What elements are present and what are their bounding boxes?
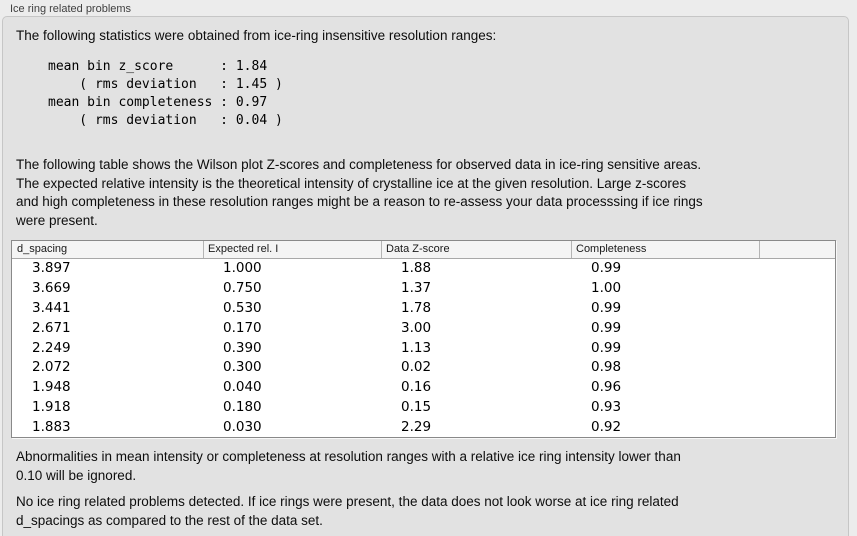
table-cell xyxy=(759,358,835,378)
table-cell: 0.390 xyxy=(223,339,262,356)
table-cell xyxy=(759,319,835,339)
table-row[interactable]: 1.918 0.180 0.15 0.93 xyxy=(12,398,835,418)
column-header-empty[interactable] xyxy=(759,241,835,258)
table-row[interactable]: 1.883 0.030 2.29 0.92 xyxy=(12,418,835,437)
table-row[interactable]: 2.671 0.170 3.00 0.99 xyxy=(12,319,835,339)
table-cell xyxy=(759,279,835,299)
table-cell: 1.918 xyxy=(32,399,71,416)
table-cell xyxy=(759,378,835,398)
table-cell: 2.072 xyxy=(32,359,71,376)
table-cell: 0.02 xyxy=(401,359,432,376)
note-paragraph: Abnormalities in mean intensity or compl… xyxy=(16,449,681,483)
table-cell: 0.170 xyxy=(223,319,262,336)
table-row[interactable]: 2.072 0.300 0.02 0.98 xyxy=(12,358,835,378)
table-row[interactable]: 3.897 1.000 1.88 0.99 xyxy=(12,259,835,279)
table-cell: 0.99 xyxy=(591,339,622,356)
column-header-expected-rel-i[interactable]: Expected rel. I xyxy=(203,241,381,258)
intro-paragraph: The following statistics were obtained f… xyxy=(16,28,497,43)
table-cell: 0.15 xyxy=(401,399,432,416)
table-cell: 0.180 xyxy=(223,399,262,416)
table-row[interactable]: 1.948 0.040 0.16 0.96 xyxy=(12,378,835,398)
table-row[interactable]: 3.669 0.750 1.37 1.00 xyxy=(12,279,835,299)
table-cell: 2.29 xyxy=(401,419,432,436)
table-cell: 1.948 xyxy=(32,379,71,396)
table-cell: 0.030 xyxy=(223,419,262,436)
stats-block: mean bin z_score : 1.84 ( rms deviation … xyxy=(48,59,283,128)
table-cell: 2.249 xyxy=(32,339,71,356)
table-cell: 0.99 xyxy=(591,319,622,336)
table-cell: 0.300 xyxy=(223,359,262,376)
table-cell: 0.92 xyxy=(591,419,622,436)
table-cell: 1.000 xyxy=(223,260,262,276)
column-header-d-spacing[interactable]: d_spacing xyxy=(17,243,68,255)
ice-ring-table: d_spacing Expected rel. I Data Z-score C… xyxy=(11,240,836,438)
table-row[interactable]: 2.249 0.390 1.13 0.99 xyxy=(12,339,835,359)
table-cell: 0.93 xyxy=(591,399,622,416)
table-cell xyxy=(759,418,835,437)
table-cell: 3.00 xyxy=(401,319,432,336)
table-cell: 3.441 xyxy=(32,299,71,316)
table-cell: 1.37 xyxy=(401,279,432,296)
table-cell xyxy=(759,299,835,319)
table-cell xyxy=(759,398,835,418)
table-cell: 0.96 xyxy=(591,379,622,396)
table-cell: 1.00 xyxy=(591,279,622,296)
table-header-row: d_spacing Expected rel. I Data Z-score C… xyxy=(12,241,835,259)
table-cell: 0.040 xyxy=(223,379,262,396)
table-cell: 1.88 xyxy=(401,260,432,276)
table-cell: 0.530 xyxy=(223,299,262,316)
column-header-data-z-score[interactable]: Data Z-score xyxy=(381,241,571,258)
table-description-paragraph: The following table shows the Wilson plo… xyxy=(16,157,703,228)
table-cell: 1.78 xyxy=(401,299,432,316)
table-cell: 3.897 xyxy=(32,260,71,276)
table-cell: 0.750 xyxy=(223,279,262,296)
column-header-completeness[interactable]: Completeness xyxy=(571,241,759,258)
table-cell: 0.99 xyxy=(591,299,622,316)
table-cell: 1.883 xyxy=(32,419,71,436)
table-cell: 0.99 xyxy=(591,260,622,276)
table-body: 3.897 1.000 1.88 0.99 3.669 0.750 1.37 1.00 3.44… xyxy=(12,259,835,437)
table-cell: 0.16 xyxy=(401,379,432,396)
table-cell: 3.669 xyxy=(32,279,71,296)
table-row[interactable]: 3.441 0.530 1.78 0.99 xyxy=(12,299,835,319)
table-cell xyxy=(759,259,835,279)
table-cell: 2.671 xyxy=(32,319,71,336)
table-cell xyxy=(759,339,835,359)
table-cell: 0.98 xyxy=(591,359,622,376)
conclusion-paragraph: No ice ring related problems detected. I… xyxy=(16,494,679,528)
page-title: Ice ring related problems xyxy=(10,3,132,15)
table-cell: 1.13 xyxy=(401,339,432,356)
